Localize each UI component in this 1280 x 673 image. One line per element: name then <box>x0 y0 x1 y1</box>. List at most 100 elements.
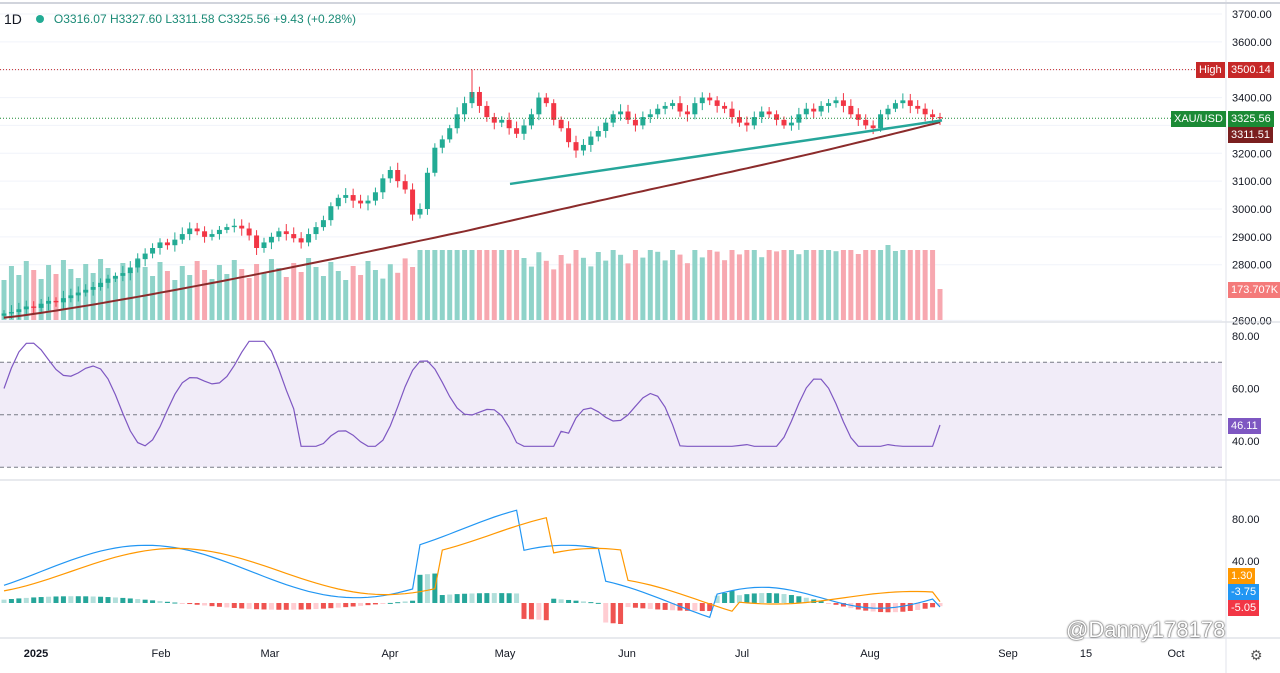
candle-body <box>164 242 170 246</box>
candle-body <box>23 306 29 310</box>
volume-bar <box>714 251 720 320</box>
volume-bar <box>469 250 475 320</box>
candle-body <box>684 111 690 115</box>
macd-histogram <box>1 573 943 625</box>
time-axis-label: Sep <box>998 648 1018 660</box>
macd-hist-bar <box>722 593 728 603</box>
macd-hist-bar <box>462 593 468 603</box>
macd-hist-bar <box>298 603 304 610</box>
time-axis-label: Feb <box>152 648 171 660</box>
macd-hist-bar <box>506 593 512 603</box>
candle-body <box>900 100 906 104</box>
candle-body <box>826 103 832 106</box>
macd-hist-bar <box>447 594 453 603</box>
candle-body <box>521 125 527 134</box>
volume-bar <box>402 258 408 320</box>
volume-bar <box>603 260 609 320</box>
time-axis-label: Jun <box>618 648 636 660</box>
candle-body <box>833 100 839 104</box>
candle-body <box>566 128 572 143</box>
volume-bar <box>380 278 386 320</box>
candle-body <box>328 206 334 221</box>
candle-body <box>870 125 876 129</box>
candle-body <box>588 136 594 145</box>
close-value: C3325.56 <box>217 12 270 26</box>
macd-hist-bar <box>8 599 14 603</box>
interval-label[interactable]: 1D <box>4 11 22 27</box>
macd-hist-bar <box>231 603 237 608</box>
volume-bar <box>291 263 297 320</box>
macd-hist-bar <box>53 596 59 603</box>
candle-body <box>736 117 742 123</box>
candle-body <box>781 119 787 126</box>
price-tick-label: 3700.00 <box>1232 9 1272 21</box>
candle-body <box>618 111 624 115</box>
candle-body <box>320 220 326 228</box>
volume-bar <box>439 250 445 320</box>
macd-hist-bar <box>150 600 156 603</box>
volume-bar <box>647 250 653 320</box>
volume-bar <box>588 266 594 320</box>
volume-bar <box>885 245 891 320</box>
macd-hist-bar <box>276 603 282 610</box>
macd-hist-bar <box>187 603 193 605</box>
candle-body <box>202 231 208 237</box>
candle-body <box>53 300 59 303</box>
rsi-line <box>3 340 941 447</box>
candle-body <box>60 298 66 303</box>
macd-hist-bar <box>142 599 148 603</box>
volume-tag: 173.707K <box>1228 282 1280 298</box>
macd-hist-bar <box>670 603 676 611</box>
candle-body <box>150 248 156 254</box>
volume-bar <box>172 280 178 320</box>
volume-bar <box>313 267 319 320</box>
macd-line <box>3 509 941 619</box>
macd-hist-bar <box>358 603 364 606</box>
volume-bar <box>432 250 438 320</box>
candle-body <box>380 178 386 193</box>
volume-bar <box>892 251 898 320</box>
candle-body <box>424 172 430 209</box>
volume-bar <box>699 257 705 320</box>
volume-bar <box>358 275 364 320</box>
volume-bar <box>618 254 624 320</box>
candle-body <box>231 225 237 228</box>
macd-hist-bar <box>83 596 89 603</box>
macd-hist-bar <box>922 603 928 609</box>
candle-body <box>499 119 505 123</box>
candle-body <box>135 259 141 268</box>
candle-body <box>722 105 728 109</box>
volume-bar <box>454 250 460 320</box>
volume-bar <box>16 275 22 320</box>
macd-hist-bar <box>863 603 869 611</box>
volume-bar <box>922 250 928 320</box>
candle-body <box>610 114 616 123</box>
signal-line <box>3 516 941 612</box>
candle-body <box>365 200 371 204</box>
volume-bar <box>595 252 601 320</box>
candle-body <box>98 282 104 287</box>
volume-bar <box>580 257 586 320</box>
macd-hist-bar <box>610 603 616 624</box>
volume-bar <box>484 250 490 320</box>
candle-body <box>343 195 349 198</box>
candle-body <box>254 235 260 248</box>
volume-bar <box>179 266 185 320</box>
candle-body <box>699 97 705 104</box>
volume-bar <box>937 289 943 320</box>
macd-hist-bar <box>90 596 96 603</box>
candle-body <box>306 234 312 243</box>
gear-icon[interactable]: ⚙ <box>1250 647 1263 663</box>
macd-hist-bar <box>937 603 943 607</box>
candle-body <box>930 114 936 118</box>
candle-body <box>558 119 564 129</box>
volume-bar <box>142 267 148 320</box>
candle-body <box>454 114 460 129</box>
volume-bar <box>335 271 341 320</box>
volume-bar <box>476 250 482 320</box>
volume-bar <box>766 250 772 320</box>
price-tick-label: 2600.00 <box>1232 315 1272 327</box>
volume-bar <box>796 254 802 320</box>
volume-bar <box>625 263 631 320</box>
